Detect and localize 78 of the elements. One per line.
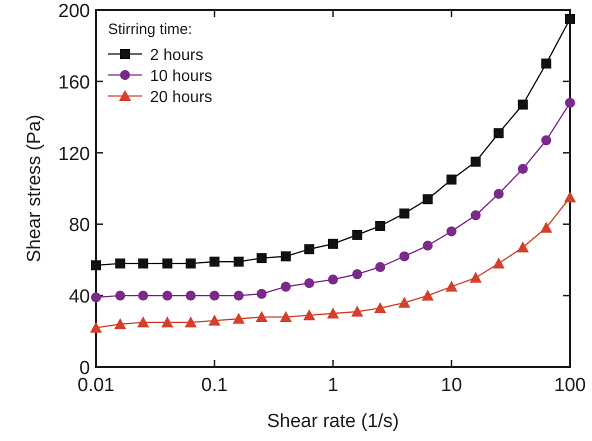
y-tick-label: 200 <box>58 1 90 22</box>
point <box>352 269 362 280</box>
point <box>280 251 291 262</box>
point <box>186 258 196 268</box>
legend-label: 2 hours <box>150 47 204 64</box>
legend-label: 10 hours <box>150 68 212 85</box>
point <box>446 280 458 292</box>
point <box>137 316 150 328</box>
point <box>304 244 314 254</box>
x-tick-label: 1 <box>328 375 338 396</box>
point <box>565 14 575 24</box>
point <box>422 290 434 301</box>
point <box>422 240 433 251</box>
point <box>375 262 386 272</box>
point <box>161 316 174 328</box>
point <box>446 226 456 236</box>
point <box>375 220 386 231</box>
legend-title: Stirring time: <box>108 21 192 38</box>
point <box>186 290 196 301</box>
point <box>518 164 528 174</box>
point <box>234 256 244 267</box>
point <box>492 257 505 268</box>
point <box>232 312 245 324</box>
point <box>114 318 126 330</box>
point <box>470 210 481 220</box>
point <box>280 282 291 292</box>
point <box>115 258 126 268</box>
point <box>91 292 101 302</box>
point <box>304 278 314 288</box>
point <box>398 296 410 308</box>
point <box>327 307 339 318</box>
point <box>138 290 148 301</box>
point <box>541 135 552 146</box>
point <box>564 191 576 202</box>
point <box>90 322 102 333</box>
point <box>328 238 338 249</box>
legend-label: 20 hours <box>150 89 212 106</box>
point <box>422 194 433 204</box>
point <box>518 100 528 110</box>
point <box>399 208 410 218</box>
point <box>540 222 552 233</box>
point <box>470 156 481 167</box>
point <box>494 128 504 138</box>
point <box>399 251 410 262</box>
point <box>256 253 267 264</box>
y-tick-label: 80 <box>68 215 90 236</box>
point <box>162 290 172 301</box>
y-tick-label: 40 <box>68 286 90 308</box>
point <box>210 256 220 267</box>
point <box>470 272 482 283</box>
point <box>234 290 244 301</box>
y-axis-title: Shear stress (Pa) <box>24 114 45 262</box>
point <box>352 230 362 240</box>
point <box>256 311 268 322</box>
point <box>446 174 456 185</box>
point <box>162 258 172 268</box>
point <box>374 302 386 314</box>
point <box>115 290 126 301</box>
point <box>138 258 148 268</box>
point <box>256 288 267 299</box>
point <box>494 188 504 199</box>
point <box>516 241 529 252</box>
point <box>184 316 197 328</box>
point <box>208 314 220 326</box>
x-axis-title: Shear rate (1/s) <box>267 411 399 432</box>
point <box>91 260 101 270</box>
point <box>210 290 220 301</box>
point <box>303 309 316 320</box>
point <box>565 98 575 108</box>
point <box>280 311 292 322</box>
point <box>351 306 364 317</box>
x-tick-label: 100 <box>554 375 586 396</box>
y-tick-label: 120 <box>58 144 90 165</box>
point <box>328 274 338 285</box>
y-tick-label: 160 <box>58 72 90 94</box>
point <box>541 58 552 69</box>
x-tick-label: 0.1 <box>201 375 228 396</box>
x-tick-label: 10 <box>440 375 462 396</box>
